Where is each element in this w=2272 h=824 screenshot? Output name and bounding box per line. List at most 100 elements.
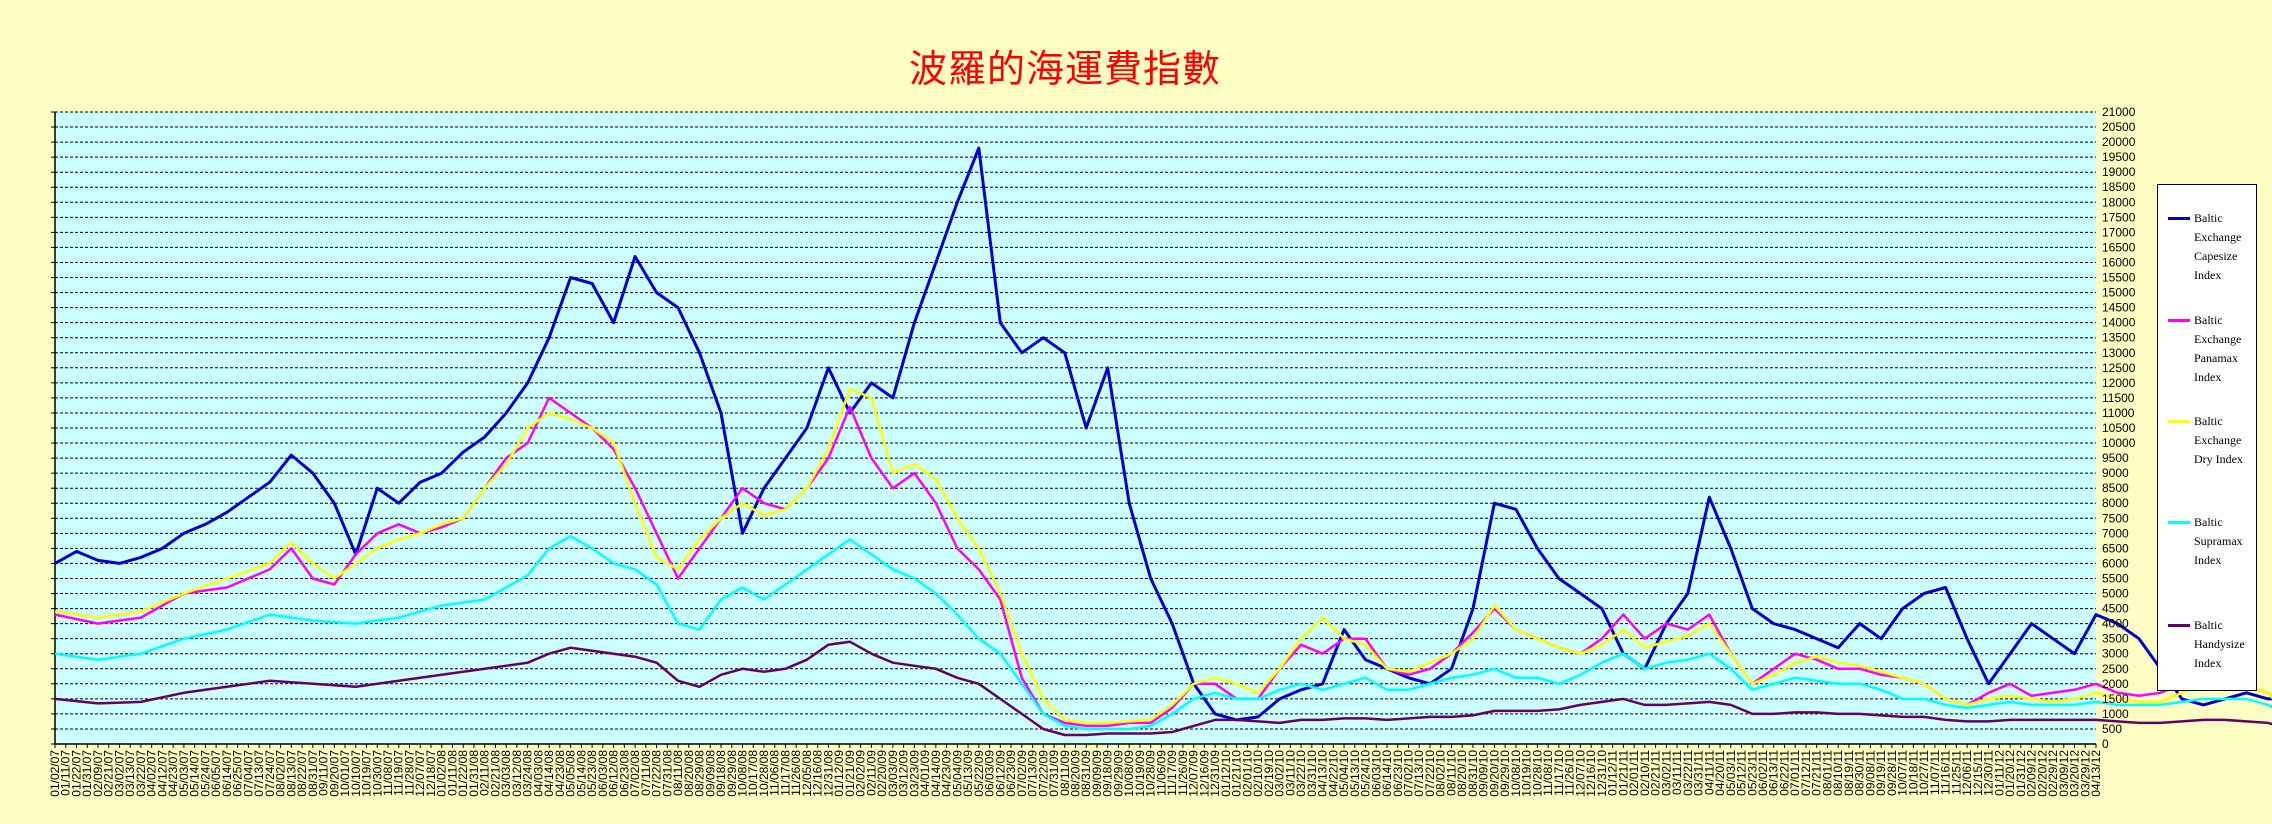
y-tick-label: 16000 — [2102, 255, 2136, 269]
axes — [51, 111, 2097, 748]
x-tick-label: 06/12/09 — [993, 750, 1007, 797]
x-tick-label: 04/23/08 — [553, 750, 567, 797]
y-tick-label: 0 — [2102, 737, 2109, 751]
x-tick-label: 06/23/08 — [617, 750, 631, 797]
legend: Baltic Exchange Capesize Index Baltic Exc… — [2157, 184, 2257, 691]
x-tick-label: 01/20/12 — [2003, 750, 2017, 797]
x-tick-label: 08/11/08 — [671, 750, 685, 796]
y-tick-label: 13500 — [2102, 331, 2136, 345]
y-tick-label: 19500 — [2102, 150, 2136, 164]
y-tick-label: 14000 — [2102, 316, 2136, 330]
x-tick-label: 09/20/07 — [327, 750, 341, 797]
series-line-3 — [54, 387, 2272, 725]
x-tick-label: 03/23/09 — [907, 750, 921, 797]
chart-title: 波羅的海運費指數 — [908, 47, 1221, 91]
x-tick-label: 09/09/09 — [1090, 750, 1104, 797]
x-tick-label: 06/14/07 — [220, 750, 234, 797]
x-tick-label: 02/09/07 — [91, 750, 105, 797]
x-tick-label: 12/07/09 — [1187, 750, 1201, 797]
x-tick-label: 10/28/10 — [1530, 750, 1544, 797]
x-tick-label: 01/21/09 — [843, 750, 857, 797]
x-tick-label: 06/02/11 — [1756, 750, 1770, 796]
x-tick-label: 12/16/09 — [1197, 750, 1211, 797]
x-tick-label: 05/24/07 — [198, 750, 212, 797]
x-tick-label: 05/13/09 — [961, 750, 975, 797]
x-tick-label: 01/11/07 — [59, 750, 73, 796]
x-tick-label: 05/12/11 — [1735, 750, 1749, 796]
y-tick-label: 15500 — [2102, 271, 2136, 285]
x-tick-label: 08/11/10 — [1444, 750, 1458, 796]
x-tick-label: 07/31/08 — [660, 750, 674, 797]
x-tick-label: 01/31/07 — [80, 750, 94, 797]
x-tick-label: 05/13/10 — [1348, 750, 1362, 797]
x-tick-label: 01/02/07 — [48, 750, 62, 797]
x-tick-label: 07/22/08 — [650, 750, 664, 797]
x-tick-label: 02/10/10 — [1251, 750, 1265, 797]
x-tick-label: 06/03/10 — [1369, 750, 1383, 797]
x-tick-label: 03/12/08 — [510, 750, 524, 797]
y-tick-label: 19000 — [2102, 165, 2136, 179]
x-tick-label: 04/01/09 — [918, 750, 932, 797]
x-tick-label: 10/19/10 — [1520, 750, 1534, 797]
x-tick-label: 05/14/08 — [574, 750, 588, 797]
legend-label: Baltic Exchange Panamax Index — [2194, 313, 2242, 384]
x-tick-label: 02/21/08 — [488, 750, 502, 797]
x-tick-label: 10/08/10 — [1509, 750, 1523, 797]
legend-swatch — [2168, 217, 2190, 220]
x-tick-label: 11/17/09 — [1165, 750, 1179, 796]
x-tick-label: 02/11/08 — [478, 750, 492, 796]
y-tick-label: 6000 — [2102, 556, 2129, 570]
x-tick-label: 03/02/11 — [1659, 750, 1673, 796]
series-lines — [54, 146, 2272, 737]
x-tick-label: 10/19/07 — [360, 750, 374, 797]
x-tick-label: 12/31/10 — [1595, 750, 1609, 797]
x-tick-label: 10/19/09 — [1133, 750, 1147, 797]
x-tick-label: 05/04/09 — [950, 750, 964, 797]
y-tick-label: 8000 — [2102, 496, 2129, 510]
x-tick-label: 01/22/07 — [69, 750, 83, 797]
x-tick-label: 10/18/11 — [1906, 750, 1920, 796]
x-tick-labels: 01/02/0701/11/0701/22/0701/31/0702/09/07… — [48, 750, 2103, 797]
x-tick-label: 11/17/10 — [1552, 750, 1566, 796]
x-tick-label: 10/01/07 — [338, 750, 352, 797]
x-tick-label: 08/29/08 — [693, 750, 707, 797]
x-tick-label: 11/07/11 — [1928, 750, 1942, 795]
x-tick-label: 03/24/08 — [521, 750, 535, 797]
y-tick-label: 9500 — [2102, 451, 2129, 465]
x-tick-label: 09/18/08 — [714, 750, 728, 797]
legend-label: Baltic Supramax Index — [2194, 515, 2243, 567]
x-tick-label: 09/29/10 — [1498, 750, 1512, 797]
y-tick-labels: 0500100015002000250030003500400045005000… — [2102, 105, 2136, 751]
y-tick-label: 8500 — [2102, 481, 2129, 495]
x-tick-label: 11/08/07 — [381, 750, 395, 796]
x-tick-label: 10/07/11 — [1896, 750, 1910, 796]
x-tick-label: 03/09/12 — [2057, 750, 2071, 797]
x-tick-label: 05/03/07 — [177, 750, 191, 797]
x-tick-label: 08/01/11 — [1820, 750, 1834, 796]
x-tick-label: 04/13/10 — [1316, 750, 1330, 797]
y-tick-label: 7000 — [2102, 526, 2129, 540]
x-tick-label: 10/28/09 — [1144, 750, 1158, 797]
x-tick-label: 01/22/08 — [456, 750, 470, 797]
x-tick-label: 12/16/10 — [1584, 750, 1598, 797]
y-tick-label: 15000 — [2102, 286, 2136, 300]
x-tick-label: 10/17/08 — [746, 750, 760, 797]
x-tick-label: 02/10/11 — [1638, 750, 1652, 796]
x-tick-label: 05/23/11 — [1745, 750, 1759, 796]
x-tick-label: 08/19/11 — [1842, 750, 1856, 796]
x-tick-label: 08/31/07 — [306, 750, 320, 797]
x-tick-label: 08/22/07 — [295, 750, 309, 797]
x-tick-label: 08/10/11 — [1831, 750, 1845, 796]
x-tick-label: 11/19/07 — [392, 750, 406, 796]
x-tick-label: 06/22/11 — [1777, 750, 1791, 796]
x-tick-label: 02/19/10 — [1262, 750, 1276, 797]
x-tick-label: 07/24/07 — [263, 750, 277, 797]
x-tick-label: 03/12/09 — [897, 750, 911, 797]
x-tick-label: 04/20/11 — [1713, 750, 1727, 796]
x-tick-label: 05/03/11 — [1724, 750, 1738, 796]
x-tick-label: 06/03/09 — [983, 750, 997, 797]
x-tick-label: 03/02/10 — [1273, 750, 1287, 797]
x-tick-label: 02/20/12 — [2035, 750, 2049, 797]
x-tick-label: 08/31/09 — [1079, 750, 1093, 797]
